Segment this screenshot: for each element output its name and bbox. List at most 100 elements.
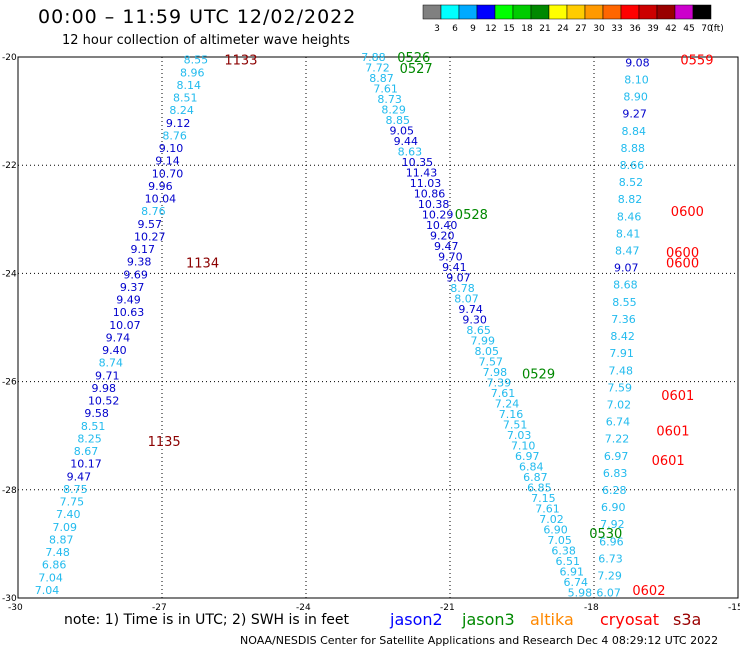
swh-label: 7.92 bbox=[600, 518, 625, 531]
swh-label: 6.97 bbox=[604, 450, 629, 463]
time-label: 0529 bbox=[522, 367, 555, 382]
swh-label: 8.63 bbox=[398, 146, 423, 159]
swh-label: 9.69 bbox=[123, 268, 148, 281]
swh-label: 10.07 bbox=[109, 319, 141, 332]
swh-label: 8.87 bbox=[369, 72, 394, 85]
swh-label: 7.02 bbox=[539, 513, 564, 526]
colorbar-swatch bbox=[692, 4, 712, 20]
swh-label: 9.47 bbox=[434, 240, 459, 253]
swh-label: 9.30 bbox=[462, 314, 487, 327]
swh-label: 9.44 bbox=[394, 135, 419, 148]
colorbar-label: 33 bbox=[611, 24, 622, 34]
swh-label: 8.82 bbox=[618, 193, 643, 206]
swh-label: 7.05 bbox=[547, 534, 572, 547]
swh-label: 8.14 bbox=[177, 79, 202, 92]
swh-label: 10.17 bbox=[70, 458, 102, 471]
swh-label: 8.66 bbox=[620, 159, 645, 172]
time-label: 0601 bbox=[661, 389, 694, 404]
swh-label: 11.43 bbox=[406, 167, 438, 180]
swh-label: 8.96 bbox=[180, 66, 205, 79]
swh-label: 7.15 bbox=[531, 492, 556, 505]
swh-label: 8.90 bbox=[623, 91, 648, 104]
swh-label: 8.78 bbox=[450, 282, 475, 295]
swh-label: 7.16 bbox=[499, 408, 524, 421]
time-label: 0528 bbox=[455, 208, 488, 223]
swh-label: 7.39 bbox=[487, 377, 512, 390]
swh-label: 10.86 bbox=[414, 188, 446, 201]
swh-label: 9.71 bbox=[95, 369, 120, 382]
time-label: 0530 bbox=[589, 527, 622, 542]
swh-label: 9.57 bbox=[138, 218, 163, 231]
swh-label: 8.24 bbox=[169, 104, 194, 117]
swh-label: 7.48 bbox=[608, 364, 633, 377]
swh-label: 6.96 bbox=[599, 535, 624, 548]
colorbar-label: 24 bbox=[557, 24, 569, 34]
swh-label: 8.51 bbox=[173, 92, 198, 105]
swh-label: 8.74 bbox=[99, 357, 124, 370]
time-label: 0600 bbox=[671, 205, 704, 220]
swh-label: 9.37 bbox=[120, 281, 145, 294]
colorbar-swatch bbox=[638, 4, 658, 20]
swh-label: 10.04 bbox=[145, 193, 177, 206]
swh-label: 10.29 bbox=[422, 209, 454, 222]
swh-label: 7.61 bbox=[535, 503, 560, 516]
swh-label: 8.42 bbox=[610, 330, 635, 343]
swh-label: 8.75 bbox=[63, 483, 87, 496]
colorbar-swatch bbox=[494, 4, 514, 20]
swh-label: 9.49 bbox=[116, 294, 140, 307]
swh-label: 9.58 bbox=[84, 407, 109, 420]
chart-subtitle: 12 hour collection of altimeter wave hei… bbox=[62, 33, 350, 48]
swh-label: 8.05 bbox=[475, 345, 500, 358]
swh-label: 7.04 bbox=[35, 584, 60, 597]
swh-label: 6.84 bbox=[519, 461, 544, 474]
x-tick-label: -30 bbox=[8, 603, 23, 613]
swh-label: 9.40 bbox=[102, 344, 127, 357]
swh-label: 8.47 bbox=[615, 245, 640, 258]
swh-label: 6.73 bbox=[598, 552, 623, 565]
swh-label: 9.07 bbox=[446, 272, 471, 285]
colorbar-swatch bbox=[584, 4, 604, 20]
swh-label: 8.84 bbox=[621, 125, 646, 138]
swh-label: 9.96 bbox=[148, 180, 173, 193]
colorbar-label: 70 bbox=[701, 24, 713, 34]
swh-label: 8.68 bbox=[613, 279, 638, 292]
swh-label: 7.02 bbox=[607, 398, 632, 411]
swh-label: 8.07 bbox=[454, 293, 479, 306]
swh-label: 7.10 bbox=[511, 440, 536, 453]
time-label: 0602 bbox=[632, 584, 665, 599]
swh-label: 7.91 bbox=[609, 347, 634, 360]
swh-label: 8.25 bbox=[77, 432, 102, 445]
x-tick-label: -21 bbox=[440, 603, 455, 613]
time-label: 0600 bbox=[666, 246, 699, 261]
swh-label: 7.03 bbox=[507, 429, 532, 442]
colorbar-label: 3 bbox=[434, 24, 440, 34]
time-label: 1133 bbox=[224, 54, 257, 69]
colorbar-swatch bbox=[674, 4, 694, 20]
colorbar-swatch bbox=[602, 4, 622, 20]
legend-jason3: jason3 bbox=[462, 610, 515, 629]
swh-label: 7.09 bbox=[53, 521, 77, 534]
swh-label: 5.98 bbox=[568, 587, 593, 600]
colorbar-swatch bbox=[440, 4, 460, 20]
time-label: 0527 bbox=[400, 62, 433, 77]
legend-cryosat: cryosat bbox=[600, 610, 660, 629]
time-label: 1134 bbox=[186, 257, 219, 272]
swh-label: 6.74 bbox=[606, 416, 631, 429]
swh-label: 6.28 bbox=[602, 484, 627, 497]
swh-label: 9.12 bbox=[166, 117, 191, 130]
swh-label: 9.20 bbox=[430, 230, 455, 243]
swh-label: 9.27 bbox=[622, 108, 647, 121]
swh-label: 10.63 bbox=[113, 306, 145, 319]
swh-label: 8.51 bbox=[81, 420, 106, 433]
swh-label: 8.29 bbox=[381, 104, 406, 117]
units-note: note: 1) Time is in UTC; 2) SWH is in fe… bbox=[64, 612, 350, 628]
swh-label: 9.47 bbox=[67, 470, 92, 483]
legend-jason2: jason2 bbox=[390, 610, 443, 629]
swh-label: 10.27 bbox=[134, 230, 166, 243]
swh-label: 9.41 bbox=[442, 261, 467, 274]
swh-label: 6.97 bbox=[515, 450, 540, 463]
swh-label: 6.83 bbox=[603, 467, 628, 480]
colorbar-label: 9 bbox=[470, 24, 476, 34]
swh-label: 6.91 bbox=[560, 566, 585, 579]
